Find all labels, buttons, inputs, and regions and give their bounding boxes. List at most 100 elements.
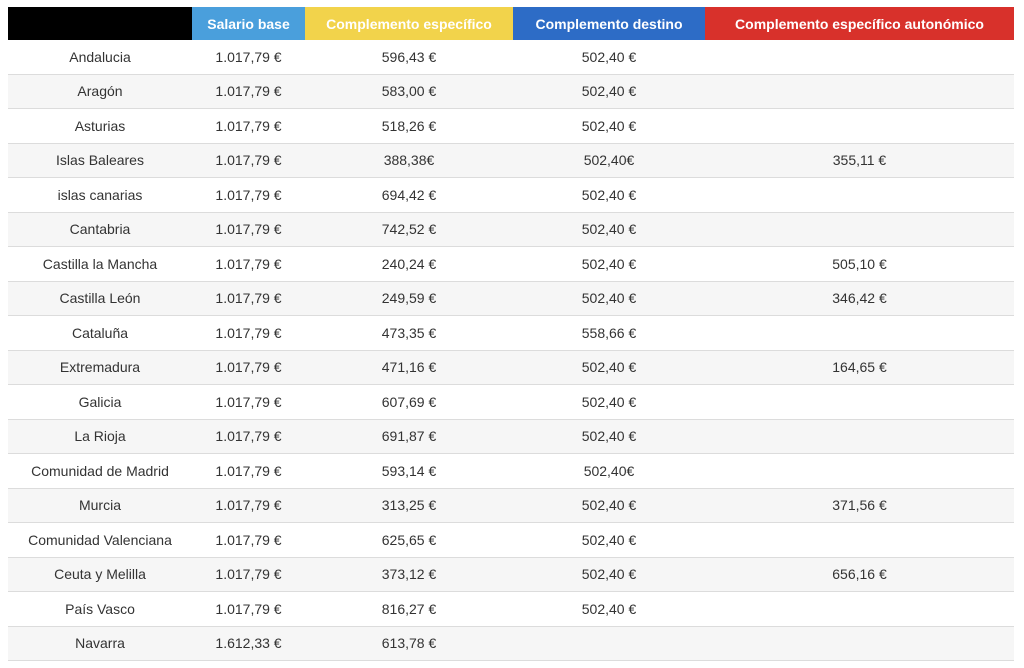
value-cell: 593,14 € — [381, 462, 437, 479]
value-cell: 613,78 € — [381, 635, 437, 652]
region-cell: Galicia — [78, 393, 122, 410]
value-cell: 240,24 € — [381, 255, 437, 272]
value-cell: 694,42 € — [381, 186, 437, 203]
value-cell: 1.017,79 € — [215, 117, 282, 134]
value-cell: 388,38€ — [383, 152, 435, 169]
region-cell: País Vasco — [65, 600, 135, 617]
region-cell: Cantabria — [69, 221, 131, 238]
value-cell — [705, 75, 1014, 109]
region-cell: Andalucia — [69, 48, 131, 65]
value-cell: 558,66 € — [581, 324, 637, 341]
table-row: Ceuta y Melilla 1.017,79 € 373,12 € 502,40 … — [8, 557, 1014, 592]
value-cell: 1.612,33 € — [215, 635, 282, 652]
value-cell — [705, 592, 1014, 626]
value-cell — [705, 109, 1014, 143]
header-cell: Complemento destino — [513, 7, 705, 40]
value-cell — [705, 627, 1014, 661]
header-cell: Complemento específico — [305, 7, 513, 40]
value-cell: 373,12 € — [381, 566, 437, 583]
table-row: Asturias 1.017,79 € 518,26 € 502,40 € — [8, 109, 1014, 144]
table-row: Murcia 1.017,79 € 313,25 € 502,40 € 371,56 € — [8, 488, 1014, 523]
region-cell: Comunidad de Madrid — [31, 462, 169, 479]
region-cell: Comunidad Valenciana — [28, 531, 172, 548]
value-cell: 502,40 € — [581, 255, 637, 272]
table-row: Islas Baleares 1.017,79 € 388,38€ 502,40€ 35… — [8, 143, 1014, 178]
value-cell: 355,11 € — [832, 152, 887, 169]
table-row: Castilla León 1.017,79 € 249,59 € 502,40 € 3… — [8, 281, 1014, 316]
region-cell: Ceuta y Melilla — [54, 566, 146, 583]
value-cell: 473,35 € — [381, 324, 437, 341]
salary-table: Salario base Complemento específico Comp… — [8, 7, 1014, 661]
header-cell: Complemento específico autonómico — [705, 7, 1014, 40]
value-cell: 816,27 € — [381, 600, 437, 617]
value-cell: 502,40 € — [581, 221, 637, 238]
value-cell: 1.017,79 € — [215, 359, 282, 376]
value-cell — [705, 40, 1014, 74]
value-cell: 742,52 € — [381, 221, 437, 238]
value-cell: 502,40 € — [581, 186, 637, 203]
region-cell: Asturias — [74, 117, 126, 134]
value-cell: 1.017,79 € — [215, 152, 282, 169]
table-row: Cantabria 1.017,79 € 742,52 € 502,40 € — [8, 212, 1014, 247]
value-cell: 607,69 € — [381, 393, 437, 410]
header-cell — [8, 7, 192, 40]
table-row: islas canarias 1.017,79 € 694,42 € 502,40 € — [8, 178, 1014, 213]
value-cell: 1.017,79 € — [215, 428, 282, 445]
value-cell — [705, 178, 1014, 212]
value-cell: 502,40 € — [581, 48, 637, 65]
value-cell: 313,25 € — [381, 497, 437, 514]
value-cell: 164,65 € — [832, 359, 887, 376]
value-cell: 656,16 € — [832, 566, 887, 583]
value-cell: 583,00 € — [381, 83, 437, 100]
table-row: Castilla la Mancha 1.017,79 € 240,24 € 502,… — [8, 247, 1014, 282]
value-cell — [705, 420, 1014, 454]
value-cell: 505,10 € — [832, 255, 887, 272]
table-row: Galicia 1.017,79 € 607,69 € 502,40 € — [8, 385, 1014, 420]
value-cell: 1.017,79 € — [215, 324, 282, 341]
value-cell: 471,16 € — [381, 359, 437, 376]
region-cell: islas canarias — [57, 186, 143, 203]
table-row: Extremadura 1.017,79 € 471,16 € 502,40 € 164… — [8, 350, 1014, 385]
value-cell: 1.017,79 € — [215, 83, 282, 100]
region-cell: Castilla León — [59, 290, 141, 307]
region-cell: Murcia — [78, 497, 121, 514]
table-row: País Vasco 1.017,79 € 816,27 € 502,40 € — [8, 592, 1014, 627]
region-cell: La Rioja — [74, 428, 126, 445]
value-cell: 502,40€ — [583, 152, 635, 169]
value-cell: 1.017,79 € — [215, 186, 282, 203]
value-cell: 346,42 € — [832, 290, 887, 307]
value-cell: 1.017,79 € — [215, 600, 282, 617]
value-cell: 502,40€ — [583, 462, 635, 479]
value-cell: 1.017,79 € — [215, 566, 282, 583]
value-cell: 249,59 € — [381, 290, 437, 307]
value-cell: 502,40 € — [581, 393, 637, 410]
region-cell: Cataluña — [71, 324, 129, 341]
value-cell: 502,40 € — [581, 497, 637, 514]
value-cell: 502,40 € — [581, 117, 637, 134]
region-cell: Navarra — [75, 635, 125, 652]
value-cell: 1.017,79 € — [215, 255, 282, 272]
value-cell — [513, 627, 705, 661]
value-cell: 1.017,79 € — [215, 497, 282, 514]
value-cell: 502,40 € — [581, 600, 637, 617]
value-cell: 1.017,79 € — [215, 290, 282, 307]
value-cell — [705, 523, 1014, 557]
region-cell: Aragón — [77, 83, 123, 100]
value-cell: 1.017,79 € — [215, 393, 282, 410]
value-cell: 502,40 € — [581, 83, 637, 100]
table-row: Comunidad de Madrid 1.017,79 € 593,14 € 502… — [8, 454, 1014, 489]
value-cell — [705, 385, 1014, 419]
region-cell: Extremadura — [59, 359, 141, 376]
value-cell — [705, 454, 1014, 488]
value-cell: 502,40 € — [581, 531, 637, 548]
header-row: Salario base Complemento específico Comp… — [8, 7, 1014, 40]
value-cell: 1.017,79 € — [215, 462, 282, 479]
value-cell: 371,56 € — [832, 497, 887, 514]
table-row: Navarra 1.612,33 € 613,78 € — [8, 626, 1014, 661]
value-cell — [705, 316, 1014, 350]
value-cell: 691,87 € — [381, 428, 437, 445]
value-cell: 502,40 € — [581, 290, 637, 307]
table-row: Andalucia 1.017,79 € 596,43 € 502,40 € — [8, 40, 1014, 75]
value-cell — [705, 213, 1014, 247]
